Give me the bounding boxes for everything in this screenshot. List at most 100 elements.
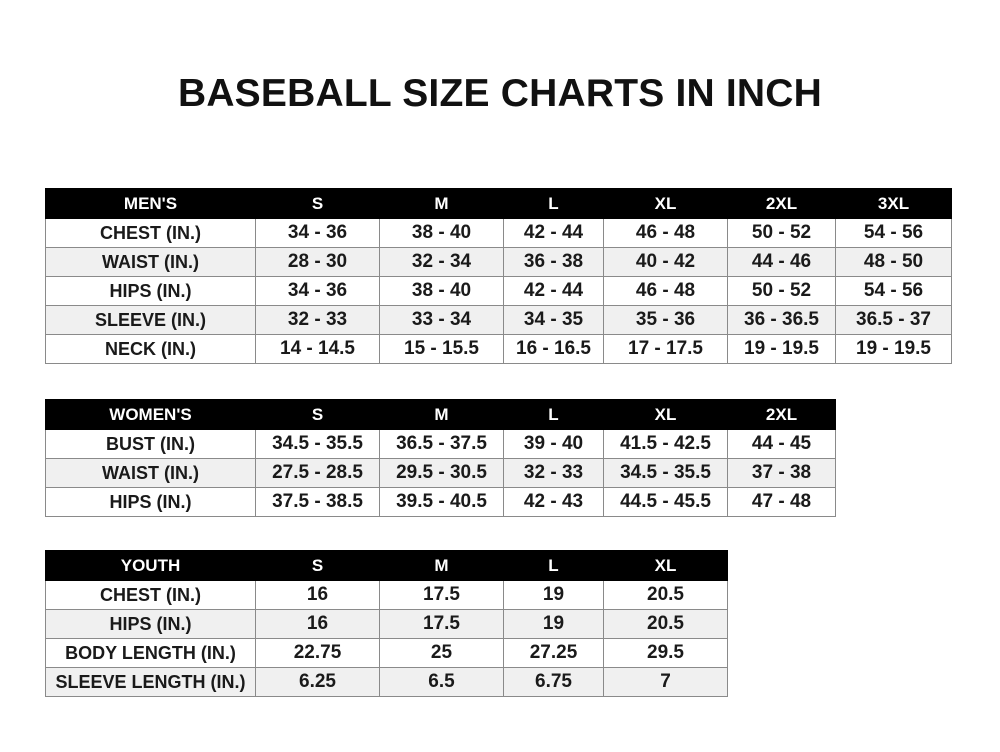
size-value-cell: 42 - 44 [503,276,604,306]
size-value-cell: 19 [503,609,604,639]
measurement-label: BUST (IN.) [45,429,256,459]
table-row: WAIST (IN.) 27.5 - 28.5 29.5 - 30.5 32 - 33… [45,458,836,488]
table-title-cell: WOMEN'S [45,399,256,430]
size-header-cell: M [379,399,504,430]
size-value-cell: 19 [503,580,604,610]
size-value-cell: 7 [603,667,728,697]
measurement-label: WAIST (IN.) [45,458,256,488]
size-value-cell: 25 [379,638,504,668]
table-row: BODY LENGTH (IN.) 22.75 25 27.25 29.5 [45,638,728,668]
mens-size-table: MEN'S S M L XL 2XL 3XL CHEST (IN.) 34 - 36 38 - 4… [45,188,952,364]
size-value-cell: 44 - 45 [727,429,836,459]
size-header-cell: XL [603,550,728,581]
size-value-cell: 6.75 [503,667,604,697]
measurement-label: CHEST (IN.) [45,580,256,610]
size-header-cell: M [379,550,504,581]
size-value-cell: 37 - 38 [727,458,836,488]
size-header-cell: M [379,188,504,219]
size-value-cell: 29.5 [603,638,728,668]
size-value-cell: 15 - 15.5 [379,334,504,364]
table-row: SLEEVE LENGTH (IN.) 6.25 6.5 6.75 7 [45,667,728,697]
size-value-cell: 28 - 30 [255,247,380,277]
size-value-cell: 16 [255,580,380,610]
size-value-cell: 36 - 38 [503,247,604,277]
size-value-cell: 29.5 - 30.5 [379,458,504,488]
size-value-cell: 6.5 [379,667,504,697]
table-row: CHEST (IN.) 16 17.5 19 20.5 [45,580,728,610]
size-header-cell: S [255,399,380,430]
measurement-label: HIPS (IN.) [45,276,256,306]
size-header-cell: XL [603,399,728,430]
measurement-label: NECK (IN.) [45,334,256,364]
size-value-cell: 33 - 34 [379,305,504,335]
size-value-cell: 40 - 42 [603,247,728,277]
size-header-cell: 2XL [727,399,836,430]
table-row: NECK (IN.) 14 - 14.5 15 - 15.5 16 - 16.5 17 … [45,334,952,364]
size-value-cell: 36.5 - 37.5 [379,429,504,459]
size-value-cell: 19 - 19.5 [727,334,836,364]
size-value-cell: 16 [255,609,380,639]
size-value-cell: 36.5 - 37 [835,305,952,335]
size-header-cell: 3XL [835,188,952,219]
table-row: HIPS (IN.) 16 17.5 19 20.5 [45,609,728,639]
size-value-cell: 44.5 - 45.5 [603,487,728,517]
size-value-cell: 34.5 - 35.5 [603,458,728,488]
size-value-cell: 22.75 [255,638,380,668]
size-value-cell: 17.5 [379,609,504,639]
size-value-cell: 34.5 - 35.5 [255,429,380,459]
size-value-cell: 42 - 44 [503,218,604,248]
size-value-cell: 35 - 36 [603,305,728,335]
measurement-label: SLEEVE LENGTH (IN.) [45,667,256,697]
table-row: HIPS (IN.) 37.5 - 38.5 39.5 - 40.5 42 - 43 4… [45,487,836,517]
size-value-cell: 44 - 46 [727,247,836,277]
size-value-cell: 38 - 40 [379,218,504,248]
table-row: WAIST (IN.) 28 - 30 32 - 34 36 - 38 40 - 42 4… [45,247,952,277]
measurement-label: WAIST (IN.) [45,247,256,277]
size-value-cell: 38 - 40 [379,276,504,306]
size-value-cell: 32 - 33 [503,458,604,488]
size-value-cell: 20.5 [603,609,728,639]
table-row: CHEST (IN.) 34 - 36 38 - 40 42 - 44 46 - 48 5… [45,218,952,248]
page-title: BASEBALL SIZE CHARTS IN INCH [177,72,823,115]
youth-size-table: YOUTH S M L XL CHEST (IN.) 16 17.5 19 20.5 HIPS (I… [45,550,728,697]
size-header-cell: 2XL [727,188,836,219]
size-value-cell: 14 - 14.5 [255,334,380,364]
measurement-label: CHEST (IN.) [45,218,256,248]
womens-size-table: WOMEN'S S M L XL 2XL BUST (IN.) 34.5 - 35.5 36.5… [45,399,836,517]
size-header-cell: L [503,399,604,430]
size-value-cell: 16 - 16.5 [503,334,604,364]
size-value-cell: 32 - 33 [255,305,380,335]
size-value-cell: 48 - 50 [835,247,952,277]
size-value-cell: 46 - 48 [603,218,728,248]
size-value-cell: 54 - 56 [835,276,952,306]
size-value-cell: 34 - 35 [503,305,604,335]
size-value-cell: 27.25 [503,638,604,668]
size-header-cell: S [255,550,380,581]
size-value-cell: 34 - 36 [255,218,380,248]
header-row: WOMEN'S S M L XL 2XL [45,399,836,430]
size-header-cell: L [503,188,604,219]
measurement-label: BODY LENGTH (IN.) [45,638,256,668]
size-header-cell: XL [603,188,728,219]
size-value-cell: 34 - 36 [255,276,380,306]
size-value-cell: 32 - 34 [379,247,504,277]
size-value-cell: 47 - 48 [727,487,836,517]
measurement-label: SLEEVE (IN.) [45,305,256,335]
size-value-cell: 37.5 - 38.5 [255,487,380,517]
table-title-cell: YOUTH [45,550,256,581]
size-value-cell: 17.5 [379,580,504,610]
size-value-cell: 27.5 - 28.5 [255,458,380,488]
size-value-cell: 42 - 43 [503,487,604,517]
size-value-cell: 41.5 - 42.5 [603,429,728,459]
size-value-cell: 39 - 40 [503,429,604,459]
size-header-cell: L [503,550,604,581]
table-row: SLEEVE (IN.) 32 - 33 33 - 34 34 - 35 35 - 36… [45,305,952,335]
size-value-cell: 6.25 [255,667,380,697]
header-row: YOUTH S M L XL [45,550,728,581]
table-row: HIPS (IN.) 34 - 36 38 - 40 42 - 44 46 - 48 50… [45,276,952,306]
measurement-label: HIPS (IN.) [45,609,256,639]
table-title-cell: MEN'S [45,188,256,219]
size-value-cell: 17 - 17.5 [603,334,728,364]
size-header-cell: S [255,188,380,219]
size-value-cell: 50 - 52 [727,276,836,306]
